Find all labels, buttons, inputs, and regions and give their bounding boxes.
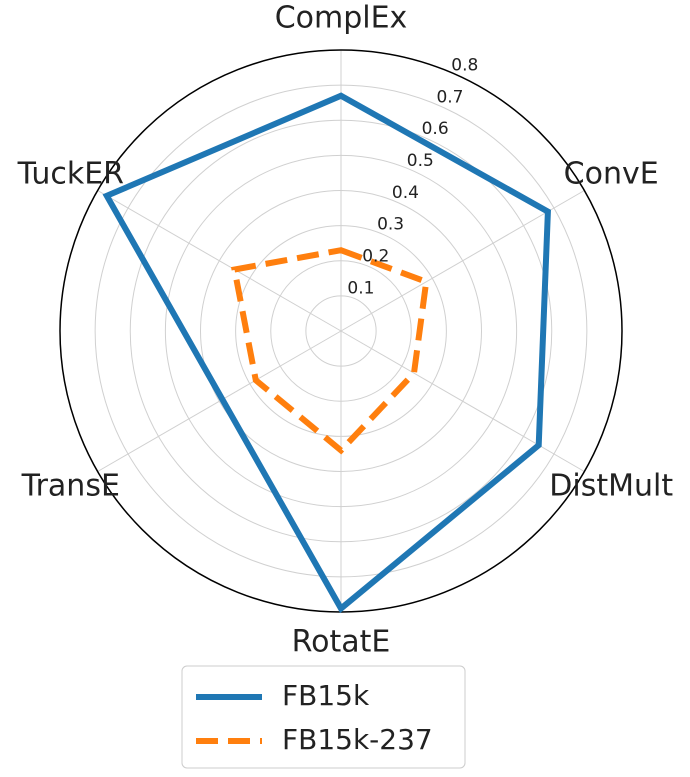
category-label: ComplEx: [275, 1, 408, 36]
legend-label: FB15k: [282, 679, 370, 712]
r-tick-label: 0.8: [451, 55, 478, 75]
r-tick-label: 0.3: [377, 215, 404, 235]
spoke: [340, 330, 585, 472]
category-label: DistMult: [549, 469, 673, 504]
legend-label: FB15k-237: [282, 723, 433, 756]
spoke: [340, 190, 585, 332]
r-tick-label: 0.2: [362, 246, 389, 266]
spoke: [97, 330, 342, 472]
category-label: ConvE: [564, 157, 659, 192]
r-tick-label: 0.5: [407, 151, 434, 171]
series-line: [102, 92, 551, 614]
r-tick-label: 0.1: [347, 278, 374, 298]
category-label: RotatE: [292, 625, 391, 660]
category-label: TransE: [21, 469, 120, 504]
category-label: TuckER: [17, 157, 124, 192]
r-tick-label: 0.6: [422, 119, 449, 139]
series-line: [230, 247, 430, 455]
spoke: [97, 190, 342, 332]
r-tick-label: 0.7: [436, 87, 463, 107]
r-tick-label: 0.4: [392, 183, 419, 203]
legend-box: [181, 665, 466, 769]
